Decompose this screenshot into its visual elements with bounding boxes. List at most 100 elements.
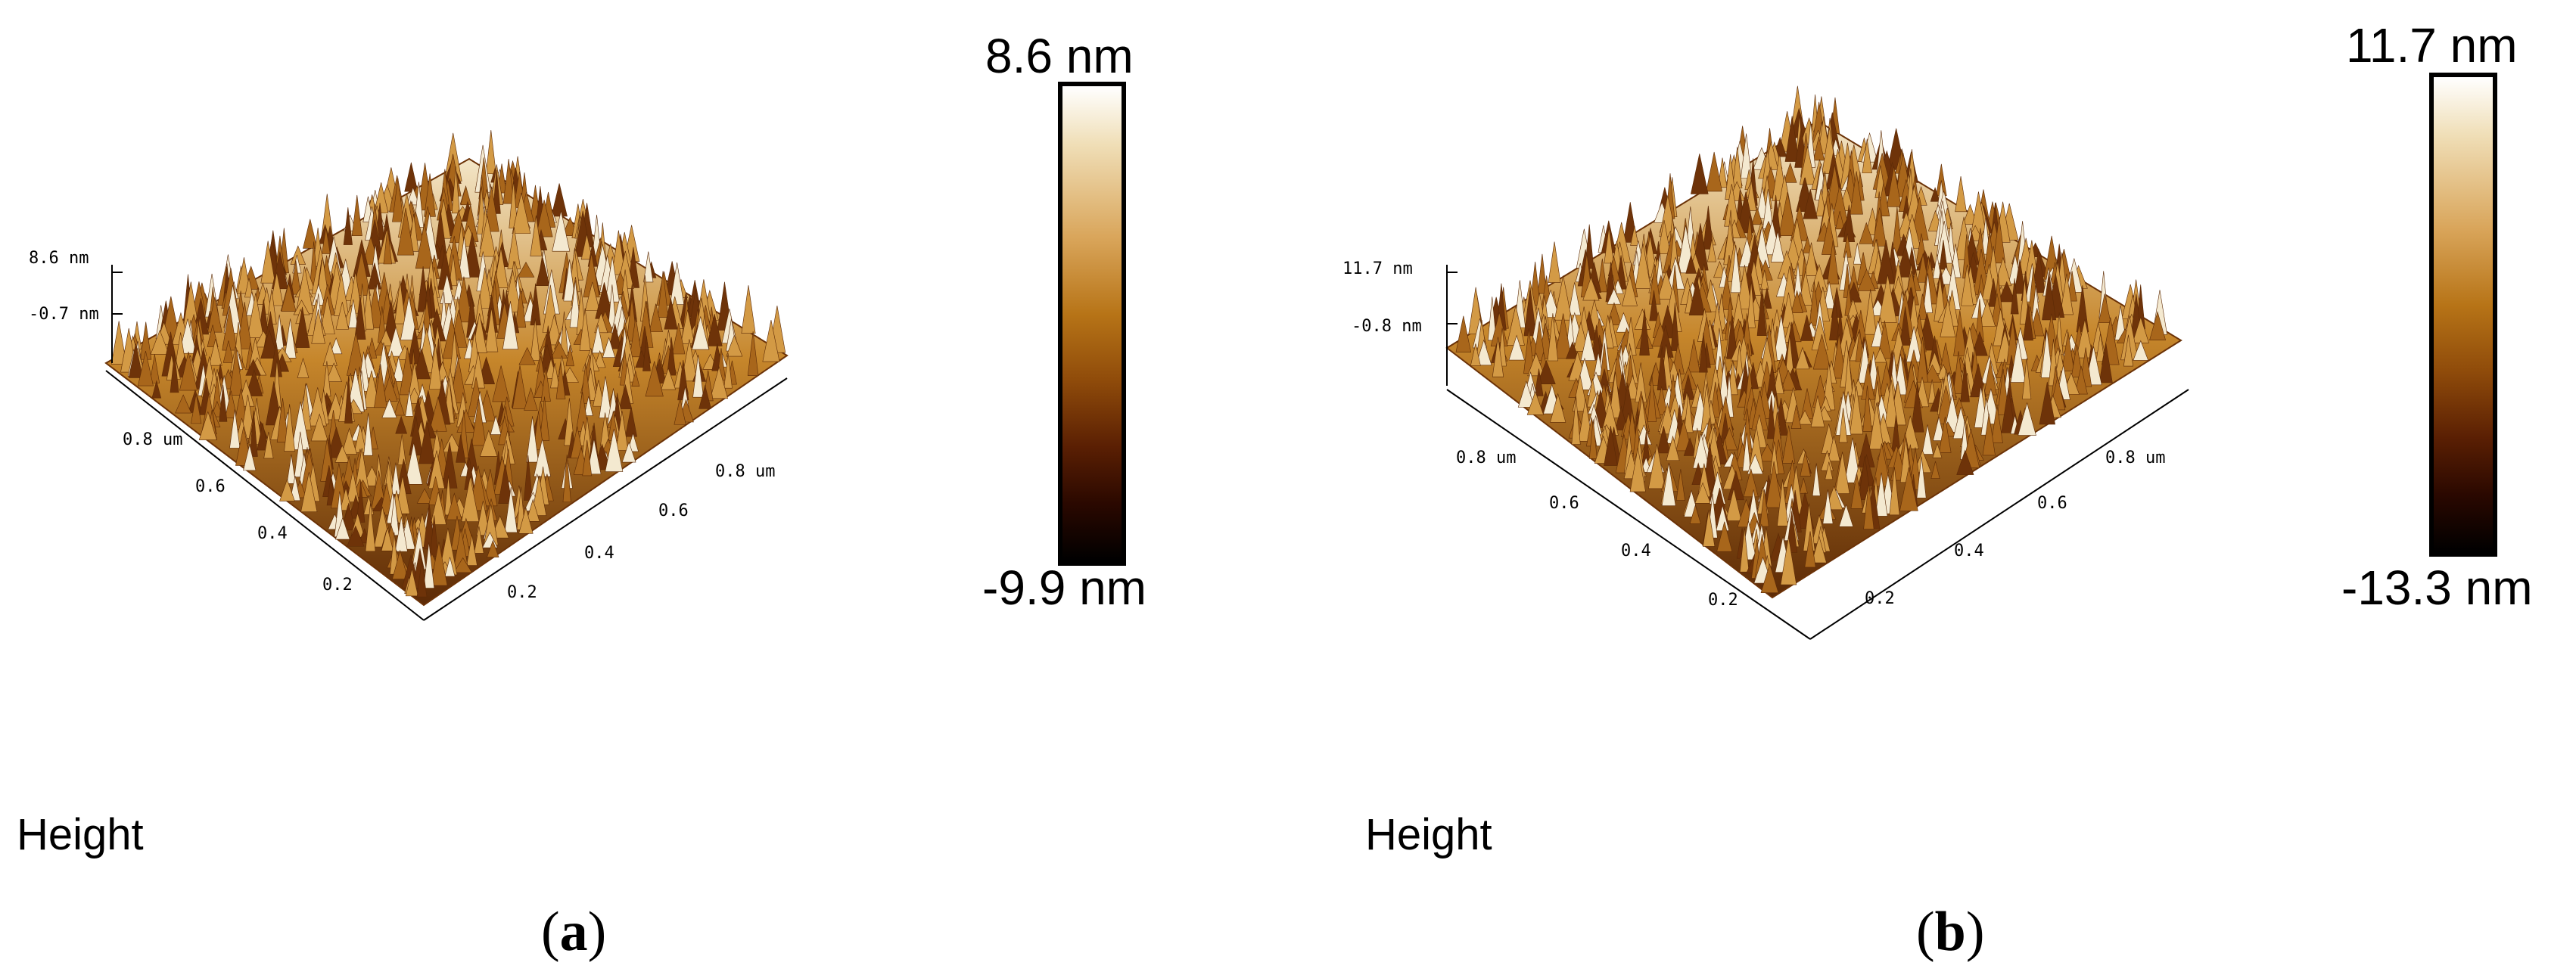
surface-peak <box>237 257 251 294</box>
surface-peak <box>1655 386 1668 415</box>
surface-peak <box>347 525 365 547</box>
surface-peak <box>1694 482 1711 504</box>
surface-peak <box>1799 477 1808 494</box>
surface-peak <box>247 293 264 338</box>
z-max-label-b: 11.7 nm <box>1342 259 1413 278</box>
surface-peak <box>487 539 499 557</box>
surface-peak <box>1804 242 1818 276</box>
surface-peak <box>2074 365 2088 395</box>
surface-peak <box>1703 206 1714 250</box>
surface-peak <box>276 398 289 443</box>
surface-peak <box>1476 339 1492 366</box>
surface-peak <box>1834 452 1850 494</box>
surface-peak <box>1675 419 1692 452</box>
surface-peak <box>1770 231 1785 262</box>
surface-peak <box>1689 505 1701 524</box>
surface-peak <box>1803 188 1818 219</box>
surface-peak <box>611 230 626 275</box>
surface-peak <box>245 368 263 396</box>
surface-peak <box>191 393 202 424</box>
afm-3d-surface-a: 8.6 nm -0.7 nm 0.8 um 0.6 0.4 0.2 0.8 um… <box>29 129 789 621</box>
surface-peak <box>341 503 356 531</box>
surface-peak <box>1629 447 1646 492</box>
surface-peak <box>1647 374 1657 422</box>
surface-peak <box>579 308 591 351</box>
surface-peak <box>1784 116 1800 162</box>
surface-peak <box>1566 341 1579 359</box>
surface-peak <box>1809 281 1820 326</box>
surface-peak <box>397 434 406 465</box>
surface-peak <box>257 423 269 451</box>
surface-peak <box>618 383 633 409</box>
surface-peak <box>1955 175 1967 213</box>
surface-peak <box>1685 254 1697 274</box>
surface-peak <box>540 396 550 441</box>
surface-peak <box>1699 332 1708 373</box>
z-mid-label-a: -0.7 nm <box>29 305 99 324</box>
surface-peak <box>237 302 252 349</box>
surface-peak <box>2060 273 2074 315</box>
surface-peak <box>582 439 593 477</box>
surface-peak <box>2133 340 2149 361</box>
surface-peak <box>451 166 460 214</box>
z-max-label-a: 8.6 nm <box>29 249 89 268</box>
surface-peak <box>585 281 600 311</box>
surface-peak <box>294 306 310 348</box>
surface-peak <box>1939 416 1952 453</box>
surface-peak <box>1767 395 1776 439</box>
surface-peak <box>1571 396 1581 445</box>
surface-peak <box>586 439 602 475</box>
surface-peak <box>1790 290 1803 313</box>
surface-peak <box>243 444 257 471</box>
surface-peak <box>1536 359 1556 384</box>
surface-peak <box>681 339 698 382</box>
caption-b: (b) <box>1916 901 1985 963</box>
surface-peak <box>530 215 543 256</box>
surface-peak <box>552 210 571 252</box>
surface-peak <box>1862 385 1872 432</box>
surface-peak <box>1778 192 1797 236</box>
surface-peak <box>1534 368 1544 396</box>
surface-peak <box>2039 381 2056 425</box>
surface-peak <box>1850 473 1863 509</box>
surface-peak <box>550 340 568 359</box>
surface-peak <box>1797 409 1812 425</box>
surface-peak <box>1844 437 1861 483</box>
surface-peak <box>583 396 593 416</box>
surface-peak <box>1864 289 1877 335</box>
surface-peak <box>484 307 499 352</box>
surface-peak <box>1953 310 1967 356</box>
surface-peak <box>1868 402 1884 450</box>
surface-peak <box>1822 489 1834 524</box>
surface-peak <box>404 162 418 192</box>
surface-peak <box>2022 358 2032 399</box>
surface-peak <box>170 352 179 393</box>
surface-peak <box>535 257 550 286</box>
surface-peak <box>222 340 235 363</box>
surface-peak <box>381 398 397 418</box>
surface-peak <box>698 384 711 409</box>
surface-peak <box>1527 352 1545 377</box>
surface-peak <box>150 329 170 355</box>
surface-peak <box>1730 245 1741 293</box>
surface-peaks-b <box>1455 85 2168 594</box>
surface-peak <box>2023 303 2033 341</box>
surface-peak <box>1994 256 2012 287</box>
surface-peak <box>1548 241 1561 283</box>
surface-peak <box>1470 343 1481 366</box>
surface-peak <box>381 527 394 551</box>
surface-peak <box>1690 154 1709 194</box>
surface-peak <box>356 481 366 523</box>
surface-peak <box>392 549 409 579</box>
surface-peak <box>1604 227 1614 264</box>
surface-peak <box>279 478 295 501</box>
surface-peak <box>1811 536 1827 564</box>
surface-peak <box>1760 563 1779 594</box>
surface-peak <box>284 318 297 359</box>
surface-peak <box>311 309 325 344</box>
surface-peak <box>461 476 480 523</box>
surface-peak <box>1850 171 1863 215</box>
surface-peak <box>474 526 484 554</box>
surface-peak <box>1622 275 1638 306</box>
surface-peak <box>593 349 606 368</box>
